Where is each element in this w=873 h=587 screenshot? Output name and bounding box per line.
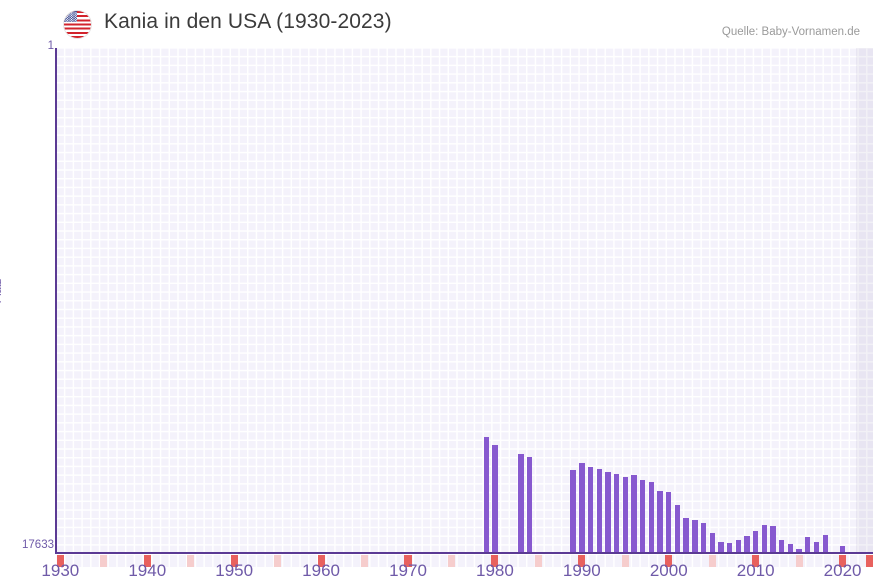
x-tick-major bbox=[491, 555, 499, 567]
x-tick-minor bbox=[621, 555, 629, 567]
x-tick-major bbox=[865, 555, 873, 567]
bar bbox=[692, 520, 698, 553]
bar bbox=[822, 535, 828, 553]
bar bbox=[709, 533, 715, 553]
x-axis-tick-label: 1960 bbox=[302, 561, 340, 580]
flag-stars bbox=[64, 11, 77, 22]
x-axis-tick-label: 2020 bbox=[823, 561, 862, 580]
x-axis-tick-label: 1990 bbox=[562, 561, 601, 580]
y-axis-line bbox=[55, 48, 57, 554]
x-tick-minor bbox=[360, 555, 369, 567]
bar bbox=[700, 523, 707, 553]
bar bbox=[805, 537, 811, 553]
bar bbox=[518, 454, 524, 553]
x-tick-minor bbox=[187, 555, 195, 567]
x-tick-major bbox=[317, 555, 325, 567]
x-tick-minor bbox=[447, 555, 455, 567]
x-tick-major bbox=[578, 555, 586, 567]
bar bbox=[579, 463, 585, 553]
bar bbox=[570, 470, 576, 553]
x-tick-major bbox=[665, 555, 673, 567]
x-axis-tick-label: 2010 bbox=[736, 561, 775, 580]
chart-header: Kania in den USA (1930-2023) Quelle: Bab… bbox=[0, 0, 873, 48]
bar bbox=[622, 477, 628, 553]
x-axis-tick-label: 1980 bbox=[475, 561, 514, 580]
bar bbox=[770, 526, 776, 553]
bar bbox=[839, 546, 846, 553]
x-axis-tick-label: 2000 bbox=[649, 561, 688, 580]
x-axis-tick-label: 1950 bbox=[215, 561, 254, 580]
bar bbox=[657, 491, 663, 553]
grid-lines bbox=[56, 48, 873, 553]
x-axis-tick-label: 1940 bbox=[128, 561, 167, 580]
bar bbox=[483, 437, 489, 553]
x-tick-major bbox=[56, 555, 64, 567]
flag-canton bbox=[64, 11, 77, 22]
bar bbox=[761, 525, 768, 553]
bar bbox=[587, 467, 594, 553]
bar bbox=[718, 542, 724, 553]
y-axis-title: Platz bbox=[0, 278, 5, 304]
x-tick-minor bbox=[708, 555, 716, 567]
bar bbox=[648, 482, 655, 553]
bar bbox=[605, 472, 611, 553]
source-attribution: Quelle: Baby-Vornamen.de bbox=[721, 26, 860, 38]
bar bbox=[744, 536, 750, 553]
bar bbox=[726, 543, 733, 553]
bar bbox=[735, 540, 741, 553]
x-axis-tick-label: 1930 bbox=[41, 561, 80, 580]
x-tick-minor bbox=[100, 555, 108, 567]
x-axis-line bbox=[55, 552, 873, 554]
bar bbox=[787, 544, 794, 553]
x-tick-minor bbox=[534, 555, 542, 567]
bar bbox=[526, 457, 533, 553]
bar bbox=[596, 469, 602, 553]
x-tick-major bbox=[404, 555, 412, 567]
x-tick-major bbox=[839, 555, 847, 567]
bar bbox=[683, 518, 689, 553]
x-tick-major bbox=[752, 555, 760, 567]
plot-area bbox=[56, 48, 873, 553]
x-tick-major bbox=[230, 555, 238, 567]
x-tick-minor bbox=[274, 555, 282, 567]
x-tick-major bbox=[143, 555, 151, 567]
bar bbox=[639, 480, 646, 553]
bar bbox=[613, 474, 620, 553]
bar bbox=[813, 542, 820, 553]
bar bbox=[492, 445, 498, 553]
y-axis-tick-label-bottom: 17633 bbox=[22, 539, 54, 551]
x-axis-tick-band bbox=[56, 555, 873, 567]
bar bbox=[796, 549, 802, 553]
bar bbox=[752, 531, 759, 553]
bar bbox=[666, 492, 672, 553]
bar bbox=[631, 475, 637, 553]
x-tick-minor bbox=[795, 555, 803, 567]
x-axis-tick-label: 1970 bbox=[389, 561, 427, 580]
y-axis-tick-label-top: 1 bbox=[47, 40, 54, 52]
bar bbox=[674, 505, 681, 553]
page-title: Kania in den USA (1930-2023) bbox=[104, 10, 392, 33]
us-flag-icon bbox=[64, 11, 91, 38]
bar bbox=[779, 540, 785, 553]
